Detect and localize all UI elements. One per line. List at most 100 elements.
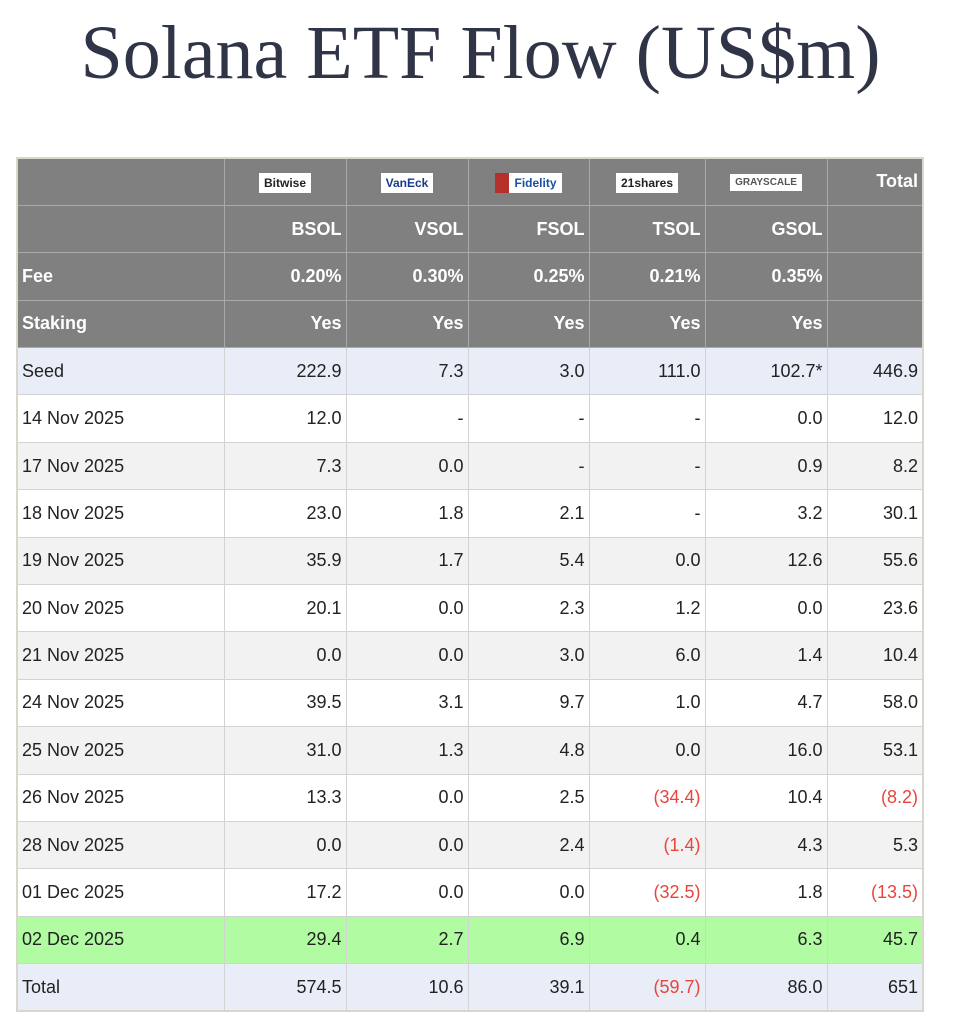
flow-value: 0.0 [588,726,706,775]
table-row: 26 Nov 2025 13.3 0.0 2.5 (34.4) 10.4 (8.2) [16,773,924,822]
issuer-logo: Bitwise [258,172,311,193]
staking-value: Yes [467,299,590,349]
flow-value: 53.1 [826,726,924,775]
ticker-header: FSOL [467,204,590,254]
table-row: 01 Dec 2025 17.2 0.0 0.0 (32.5) 1.8 (13.5) [16,868,924,917]
row-label: 26 Nov 2025 [16,773,225,822]
fee-row: Fee 0.20% 0.30% 0.25% 0.21% 0.35% [16,252,924,301]
staking-value: Yes [345,299,469,349]
flow-value: 0.4 [588,915,706,965]
flow-value: 31.0 [223,726,347,775]
flow-value: - [467,394,590,443]
flow-value: 23.6 [826,584,924,633]
row-label: 24 Nov 2025 [16,678,225,728]
flow-value: (34.4) [588,773,706,822]
flow-value: 111.0 [588,347,706,396]
flow-value: 10.4 [704,773,828,822]
issuer-logo: Fidelity [495,172,562,193]
issuer-logo: VanEck [380,172,434,193]
flow-value: 10.6 [345,963,469,1012]
flow-value: 1.8 [345,489,469,538]
empty-cell [16,204,225,254]
row-label: 02 Dec 2025 [16,915,225,965]
flow-value: 102.7* [704,347,828,396]
page-title: Solana ETF Flow (US$m) [80,11,881,95]
flow-value: 6.9 [467,915,590,965]
row-label: 25 Nov 2025 [16,726,225,775]
empty-cell [826,204,924,254]
fee-value: 0.21% [588,252,706,301]
ticker-header: BSOL [223,204,347,254]
flow-value: 0.0 [223,820,347,870]
flow-value: 0.0 [704,584,828,633]
flow-value: 3.1 [345,678,469,728]
flow-value: 7.3 [223,441,347,491]
flow-value: 4.3 [704,820,828,870]
fee-value: 0.35% [704,252,828,301]
flow-value: 0.0 [345,868,469,917]
table-row: 17 Nov 2025 7.3 0.0- -0.9 8.2 [16,441,924,491]
issuer-logo: GRAYSCALE [730,174,802,192]
row-label: 14 Nov 2025 [16,394,225,443]
row-label: Total [16,963,225,1012]
flow-value: 16.0 [704,726,828,775]
table-row: 18 Nov 2025 23.0 1.8 2.1-3.2 30.1 [16,489,924,538]
flow-value: 2.7 [345,915,469,965]
table-row: 28 Nov 2025 0.0 0.0 2.4 (1.4) 4.3 5.3 [16,820,924,870]
flow-value: 35.9 [223,536,347,586]
flow-value: 39.1 [467,963,590,1012]
issuer-logo-cell: 21shares [588,157,706,206]
flow-value: 2.3 [467,584,590,633]
flow-value: 12.0 [223,394,347,443]
flow-value: - [588,441,706,491]
issuer-logo-row: Bitwise VanEck Fidelity 21shares GRAYSCALE To… [16,157,924,206]
flow-value: 8.2 [826,441,924,491]
etf-flow-table: Bitwise VanEck Fidelity 21shares GRAYSCALE To… [16,157,924,1013]
empty-cell [16,157,225,206]
flow-value: 1.2 [588,584,706,633]
flow-value: 7.3 [345,347,469,396]
flow-value: 2.4 [467,820,590,870]
fee-value: 0.30% [345,252,469,301]
flow-value: 58.0 [826,678,924,728]
flow-value: 2.5 [467,773,590,822]
flow-value: - [588,489,706,538]
flow-value: 1.7 [345,536,469,586]
staking-row: Staking Yes Yes Yes Yes Yes [16,299,924,349]
empty-cell [826,299,924,349]
flow-value: 23.0 [223,489,347,538]
empty-cell [826,252,924,301]
flow-value: 0.0 [704,394,828,443]
row-label: 28 Nov 2025 [16,820,225,870]
table-row: Seed 222.9 7.3 3.0 111.0 102.7* 446.9 [16,347,924,396]
flow-value: 39.5 [223,678,347,728]
flow-value: 0.0 [345,773,469,822]
flow-value: 30.1 [826,489,924,538]
flow-value: 45.7 [826,915,924,965]
issuer-logo: 21shares [615,172,679,193]
flow-value: 0.0 [223,631,347,680]
flow-value: 222.9 [223,347,347,396]
flow-value: 86.0 [704,963,828,1012]
staking-value: Yes [704,299,828,349]
row-label: 19 Nov 2025 [16,536,225,586]
flow-value: (13.5) [826,868,924,917]
flow-value: 1.4 [704,631,828,680]
ticker-header: TSOL [588,204,706,254]
flow-value: - [467,441,590,491]
flow-value: - [588,394,706,443]
total-header: Total [826,157,924,206]
issuer-logo-cell: Bitwise [223,157,347,206]
flow-value: 4.8 [467,726,590,775]
flow-value: 29.4 [223,915,347,965]
flow-value: - [345,394,469,443]
flow-value: 3.0 [467,631,590,680]
ticker-row: BSOL VSOL FSOL TSOL GSOL [16,204,924,254]
flow-value: 17.2 [223,868,347,917]
flow-value: 1.8 [704,868,828,917]
fee-value: 0.20% [223,252,347,301]
table-row: 24 Nov 2025 39.5 3.1 9.7 1.0 4.7 58.0 [16,678,924,728]
flow-value: 6.3 [704,915,828,965]
flow-value: 446.9 [826,347,924,396]
flow-value: 5.4 [467,536,590,586]
